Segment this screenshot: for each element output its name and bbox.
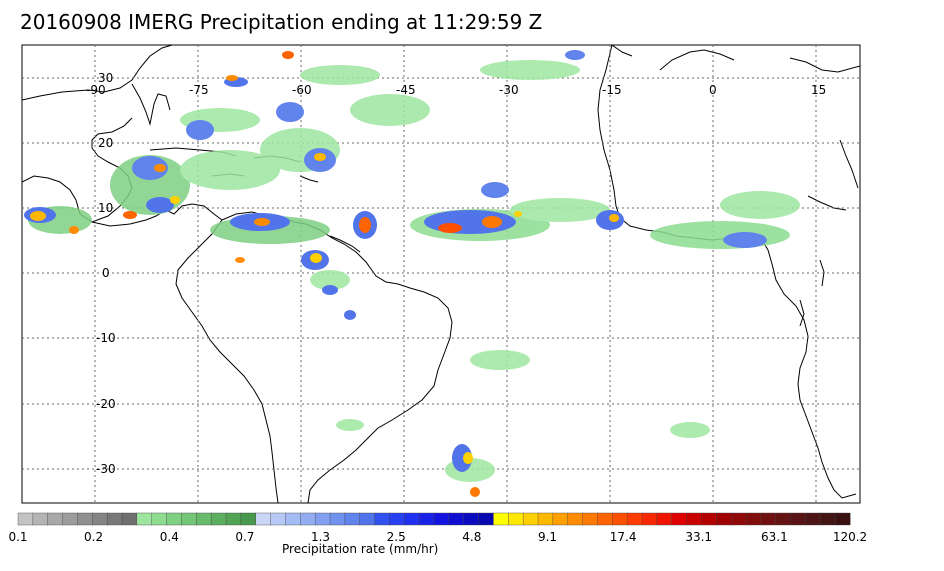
precipitation-field <box>24 50 800 497</box>
colorbar-swatch <box>790 512 806 526</box>
colorbar-swatch <box>285 512 301 526</box>
colorbar-tick-label: 0.4 <box>160 530 179 544</box>
lon-label: -45 <box>396 83 416 97</box>
colorbar-swatch <box>656 512 673 526</box>
colorbar-swatch <box>820 512 836 526</box>
colorbar-swatch <box>77 512 93 526</box>
colorbar-swatch <box>582 512 598 526</box>
colorbar-tick-label: 1.3 <box>311 530 330 544</box>
colorbar-swatch <box>597 512 613 526</box>
longitude-labels: -90 -75 -60 -45 -30 -15 0 15 <box>86 83 826 97</box>
colorbar-swatch <box>374 512 390 526</box>
colorbar-swatch <box>92 512 108 526</box>
map-frame <box>21 44 861 504</box>
colorbar-swatch <box>567 512 584 526</box>
colorbar-tick-labels: 0.1 0.2 0.4 0.7 1.3 2.5 4.8 9.1 17.4 33.1 63.1 120.… <box>8 530 867 544</box>
colorbar-tick-label: 17.4 <box>610 530 637 544</box>
colorbar-swatch <box>32 512 49 526</box>
lat-label: 10 <box>98 201 113 215</box>
colorbar-swatch <box>300 512 316 526</box>
colorbar-swatch <box>389 512 405 526</box>
colorbar-swatch <box>522 512 539 526</box>
lon-label: -60 <box>292 83 312 97</box>
colorbar-swatch <box>62 512 78 526</box>
colorbar-swatch <box>493 512 509 526</box>
colorbar-swatch <box>151 512 168 526</box>
colorbar-tick-label: 33.1 <box>685 530 712 544</box>
colorbar-swatch <box>671 512 688 526</box>
colorbar-tick-label: 120.2 <box>833 530 867 544</box>
colorbar-swatch <box>47 512 64 526</box>
colorbar-swatch <box>716 512 732 526</box>
lon-label: -15 <box>602 83 622 97</box>
colorbar-swatch <box>701 512 717 526</box>
colorbar-swatch <box>17 512 34 526</box>
colorbar-tick-label: 9.1 <box>538 530 557 544</box>
colorbar-tick-label: 0.1 <box>8 530 27 544</box>
colorbar-swatch <box>210 512 227 526</box>
colorbar-swatch <box>240 512 257 526</box>
colorbar-swatch <box>552 512 569 526</box>
colorbar-title: Precipitation rate (mm/hr) <box>282 542 439 556</box>
lat-label: 0 <box>102 266 110 280</box>
lat-label: 20 <box>98 136 113 150</box>
colorbar-swatch <box>508 512 524 526</box>
colorbar-swatch <box>181 512 197 526</box>
colorbar-swatch <box>418 512 435 526</box>
colorbar-swatch <box>121 512 138 526</box>
colorbar-swatch <box>478 512 494 526</box>
map-title: 20160908 IMERG Precipitation ending at 1… <box>20 10 543 34</box>
colorbar-swatch <box>745 512 762 526</box>
colorbar-swatch <box>834 512 851 526</box>
latitude-labels: 30 20 10 0 -10 -20 -30 <box>96 71 116 476</box>
colorbar-swatch <box>775 512 792 526</box>
colorbar-swatch <box>404 512 420 526</box>
lon-label: -90 <box>86 83 106 97</box>
colorbar-swatch <box>255 512 272 526</box>
colorbar-swatch <box>196 512 212 526</box>
lon-label: 15 <box>811 83 826 97</box>
colorbar-swatch <box>359 512 376 526</box>
colorbar-swatch <box>730 512 747 526</box>
colorbar-tick-label: 0.7 <box>235 530 254 544</box>
colorbar-swatch <box>760 512 777 526</box>
colorbar-swatch <box>641 512 658 526</box>
lon-label: -75 <box>189 83 209 97</box>
colorbar-swatch <box>612 512 628 526</box>
colorbar-swatch <box>463 512 480 526</box>
colorbar <box>17 512 851 526</box>
lon-label: 0 <box>709 83 717 97</box>
colorbar-swatch <box>805 512 821 526</box>
colorbar-swatch <box>344 512 361 526</box>
colorbar-swatch <box>626 512 643 526</box>
lat-label: -30 <box>96 462 116 476</box>
lat-label: 30 <box>98 71 113 85</box>
colorbar-swatch <box>537 512 554 526</box>
lat-label: -20 <box>96 397 116 411</box>
colorbar-tick-label: 4.8 <box>462 530 481 544</box>
colorbar-swatch <box>329 512 346 526</box>
colorbar-swatch <box>166 512 182 526</box>
colorbar-swatch <box>448 512 465 526</box>
colorbar-tick-label: 63.1 <box>761 530 788 544</box>
lat-label: -10 <box>96 331 116 345</box>
lon-label: -30 <box>499 83 519 97</box>
colorbar-swatch <box>225 512 242 526</box>
colorbar-tick-label: 2.5 <box>387 530 406 544</box>
colorbar-swatch <box>136 512 153 526</box>
colorbar-swatch <box>686 512 702 526</box>
colorbar-swatch <box>433 512 450 526</box>
colorbar-tick-label: 0.2 <box>84 530 103 544</box>
colorbar-swatch <box>314 512 331 526</box>
colorbar-swatch <box>106 512 123 526</box>
colorbar-swatch <box>270 512 286 526</box>
